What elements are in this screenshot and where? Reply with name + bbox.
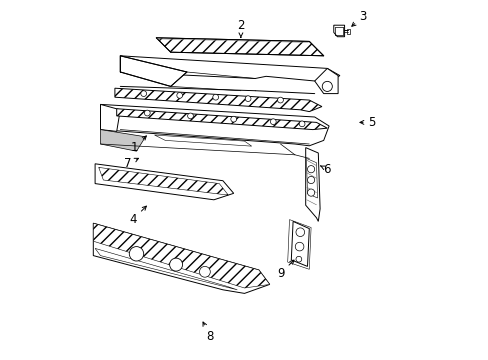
Circle shape — [169, 258, 182, 271]
Text: 8: 8 — [203, 322, 214, 343]
Circle shape — [307, 166, 314, 173]
Circle shape — [295, 256, 301, 262]
Polygon shape — [115, 88, 321, 112]
Polygon shape — [117, 109, 326, 130]
Circle shape — [277, 97, 283, 103]
Polygon shape — [93, 223, 269, 293]
Polygon shape — [306, 158, 317, 198]
Polygon shape — [291, 221, 309, 266]
Circle shape — [230, 116, 236, 122]
Polygon shape — [314, 68, 337, 94]
Circle shape — [212, 94, 218, 100]
Polygon shape — [99, 167, 228, 195]
Circle shape — [307, 189, 314, 196]
Text: 5: 5 — [359, 116, 375, 129]
Circle shape — [244, 96, 250, 102]
Circle shape — [199, 266, 210, 277]
Text: 3: 3 — [351, 10, 366, 26]
Polygon shape — [154, 135, 251, 146]
Polygon shape — [156, 38, 323, 56]
Circle shape — [270, 119, 276, 125]
Circle shape — [299, 121, 305, 127]
Circle shape — [141, 91, 146, 96]
Circle shape — [295, 242, 303, 251]
Text: 7: 7 — [123, 157, 138, 170]
Circle shape — [295, 228, 304, 237]
Circle shape — [129, 247, 143, 261]
Polygon shape — [93, 223, 269, 288]
Circle shape — [144, 110, 150, 116]
Polygon shape — [333, 25, 344, 37]
Polygon shape — [95, 248, 237, 290]
Text: 4: 4 — [129, 206, 146, 226]
Polygon shape — [346, 29, 349, 34]
Polygon shape — [101, 130, 145, 151]
Circle shape — [322, 81, 332, 91]
Circle shape — [177, 93, 182, 98]
Text: 2: 2 — [237, 19, 244, 37]
Text: 6: 6 — [320, 163, 330, 176]
Text: 1: 1 — [131, 136, 146, 154]
Circle shape — [187, 113, 193, 119]
Polygon shape — [120, 56, 339, 81]
Polygon shape — [101, 104, 120, 131]
Polygon shape — [101, 104, 328, 146]
Polygon shape — [305, 148, 320, 221]
Circle shape — [307, 176, 314, 184]
Polygon shape — [120, 56, 186, 86]
Polygon shape — [95, 164, 233, 200]
Text: 9: 9 — [276, 260, 293, 280]
